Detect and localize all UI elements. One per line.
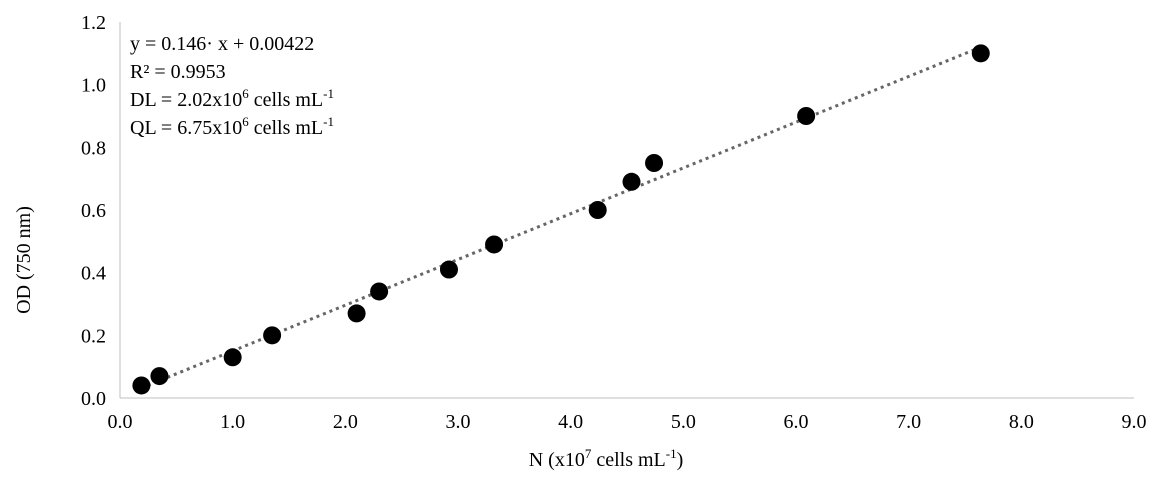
x-tick-label: 7.0 — [896, 411, 921, 433]
data-point — [485, 235, 504, 254]
dl-annotation: DL = 2.02x106 cells mL-1 — [130, 86, 334, 111]
x-tick-label: 1.0 — [220, 411, 245, 433]
x-axis-label-end: ) — [677, 449, 684, 471]
ql-sup1: 6 — [242, 114, 249, 129]
data-points — [132, 44, 990, 395]
y-tick-label: 0.6 — [81, 200, 106, 222]
annotation-box: y = 0.146· x + 0.00422 R² = 0.9953 DL = … — [130, 33, 334, 139]
x-tick-label: 6.0 — [784, 411, 809, 433]
y-tick-label: 0.4 — [81, 263, 106, 285]
x-tick-label: 4.0 — [558, 411, 583, 433]
ql-mid: cells mL — [249, 117, 323, 139]
y-tick-label: 0.2 — [81, 325, 106, 347]
data-point — [439, 260, 458, 279]
y-tick-labels: 0.0 0.2 0.4 0.6 0.8 1.0 1.2 — [81, 12, 106, 410]
data-point — [347, 304, 366, 323]
data-point — [971, 44, 990, 63]
x-tick-label: 9.0 — [1122, 411, 1147, 433]
y-axis-label: OD (750 nm) — [13, 206, 35, 314]
y-tick-label: 1.0 — [81, 75, 106, 97]
data-point — [263, 326, 282, 345]
y-tick-label: 0.0 — [81, 388, 106, 410]
dl-sup2: -1 — [323, 86, 334, 101]
dl-base: DL = 2.02x10 — [130, 89, 242, 111]
data-point — [370, 282, 389, 301]
data-point — [223, 348, 242, 367]
x-tick-label: 0.0 — [108, 411, 133, 433]
data-point — [132, 376, 151, 395]
x-axis-label: N (x107 cells mL-1) — [529, 446, 684, 471]
data-point — [797, 107, 816, 125]
x-axis-label-sup1: 7 — [585, 446, 592, 461]
x-tick-label: 3.0 — [446, 411, 471, 433]
dl-mid: cells mL — [249, 89, 323, 111]
x-axis-label-sup2: -1 — [666, 446, 677, 461]
data-point — [622, 172, 641, 191]
ql-annotation: QL = 6.75x106 cells mL-1 — [130, 114, 334, 139]
x-axis-label-base: N (x10 — [529, 449, 585, 471]
r2-annotation: R² = 0.9953 — [130, 61, 226, 83]
y-tick-label: 0.8 — [81, 137, 106, 159]
dl-sup1: 6 — [242, 86, 249, 101]
x-tick-label: 5.0 — [671, 411, 696, 433]
ql-sup2: -1 — [323, 114, 334, 129]
plot-area — [119, 22, 1134, 399]
x-tick-label: 2.0 — [333, 411, 358, 433]
data-point — [645, 154, 664, 172]
ql-base: QL = 6.75x10 — [130, 117, 242, 139]
data-point — [588, 201, 607, 219]
x-tick-label: 8.0 — [1009, 411, 1034, 433]
x-tick-labels: 0.0 1.0 2.0 3.0 4.0 5.0 6.0 7.0 8.0 9.0 — [108, 411, 1147, 433]
y-tick-label: 1.2 — [81, 12, 106, 34]
equation-annotation: y = 0.146· x + 0.00422 — [130, 33, 314, 55]
data-point — [150, 367, 169, 386]
x-axis-label-mid: cells mL — [591, 449, 665, 471]
